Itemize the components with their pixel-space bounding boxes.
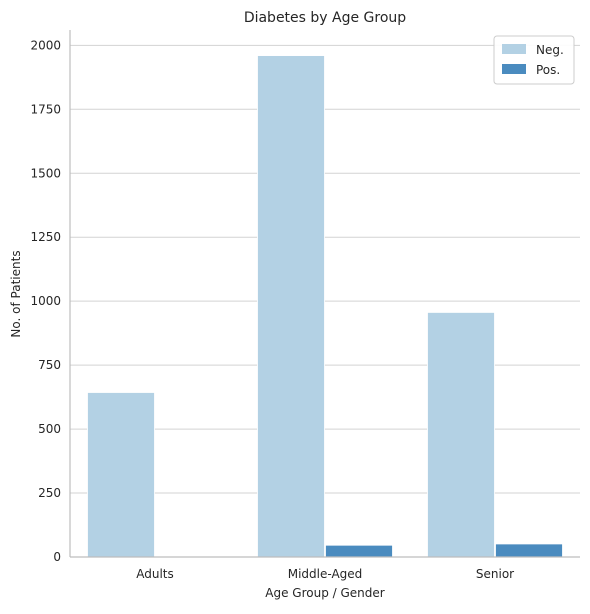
y-axis-label: No. of Patients (9, 250, 23, 337)
x-axis-label: Age Group / Gender (265, 586, 385, 600)
legend-label: Pos. (536, 63, 560, 77)
bar-neg-senior (427, 312, 495, 558)
legend-swatch (502, 44, 526, 54)
bar-pos-middle-aged (325, 544, 393, 558)
y-tick-label: 0 (53, 550, 61, 564)
bar-neg-adults (87, 392, 155, 558)
gridlines (70, 44, 580, 558)
legend: Neg. Pos. (493, 35, 575, 85)
chart-title: Diabetes by Age Group (244, 10, 406, 26)
x-tick-label: Adults (136, 567, 174, 581)
y-tick-label: 500 (38, 422, 61, 436)
y-tick-label: 1500 (30, 166, 61, 180)
y-tick-label: 2000 (30, 38, 61, 52)
y-tick-label: 1250 (30, 230, 61, 244)
bars (87, 55, 563, 558)
axes: 0 250 500 750 1000 1250 1500 1750 2000 Adults Midd… (30, 30, 580, 581)
y-tick-label: 750 (38, 358, 61, 372)
bar-pos-senior (495, 543, 563, 558)
y-tick-label: 1750 (30, 102, 61, 116)
y-tick-label: 250 (38, 486, 61, 500)
legend-swatch (502, 64, 526, 74)
bar-neg-middle-aged (257, 55, 325, 558)
legend-label: Neg. (536, 43, 564, 57)
x-tick-label: Senior (476, 567, 514, 581)
x-tick-label: Middle-Aged (288, 567, 363, 581)
y-tick-label: 1000 (30, 294, 61, 308)
